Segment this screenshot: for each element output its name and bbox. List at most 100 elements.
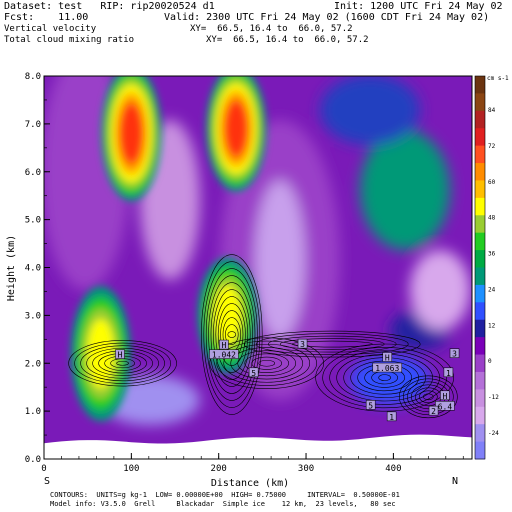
updraft-cores xyxy=(70,76,267,422)
cloud-label: 3 xyxy=(297,338,308,349)
cloud-contour xyxy=(203,261,261,408)
cloud-contour xyxy=(244,353,290,373)
cloud-contour xyxy=(216,340,318,386)
cloud-label-box xyxy=(428,405,439,416)
valid-label: Valid: 2300 UTC Fri 24 May 02 (1600 CDT … xyxy=(164,12,490,23)
cloud-contour xyxy=(267,335,397,353)
xy1-label: XY= 66.5, 16.4 to 66.0, 57.2 xyxy=(190,24,353,34)
cloud-contour xyxy=(251,356,283,370)
cloud-label-text: 3 xyxy=(300,340,305,349)
colorbar-label: 36 xyxy=(488,251,496,258)
updraft-zone xyxy=(320,76,420,145)
cloud-contour xyxy=(279,338,385,350)
y-tick-label: 0.0 xyxy=(25,455,41,465)
x-axis-label: Distance (km) xyxy=(211,478,289,489)
cloud-label-box xyxy=(372,362,403,373)
cloud-contour xyxy=(116,360,129,366)
cloud-contour xyxy=(68,340,177,387)
colorbar-swatch xyxy=(475,302,485,321)
cloud-contour xyxy=(209,337,325,389)
cloud-contour xyxy=(243,330,421,358)
cloud-contour xyxy=(217,303,246,366)
colorbar-label: 60 xyxy=(488,179,496,186)
colorbar-swatch xyxy=(475,232,485,251)
cloud-contour xyxy=(237,350,297,377)
cloud-contour xyxy=(227,331,237,338)
terrain xyxy=(44,434,472,459)
cloud-label: H xyxy=(115,349,125,360)
cloud-label-text: 5 xyxy=(368,401,373,410)
cloud-label-box xyxy=(209,349,239,359)
cloud-label: H xyxy=(219,339,229,350)
cloud-contour xyxy=(223,343,311,383)
colorbar-swatch xyxy=(475,371,485,390)
cloud-label-box xyxy=(382,352,393,362)
field2-label: Total cloud mixing ratio xyxy=(4,35,135,45)
fcst-label: Fcst: 11.00 xyxy=(4,12,89,23)
colorbar-swatch xyxy=(475,250,485,268)
cloud-contour xyxy=(423,393,434,401)
updraft-core xyxy=(197,257,258,374)
cloud-contour xyxy=(225,324,239,345)
cloud-label: 5 xyxy=(248,367,259,378)
y-tick-label: 6.0 xyxy=(25,168,41,178)
x-axis: 0 100 200 300 400 xyxy=(41,453,464,474)
colorbar-swatch xyxy=(475,163,485,181)
colorbar-swatch xyxy=(475,145,485,164)
cloud-label: 6.4 xyxy=(435,401,455,411)
colorbar-swatch xyxy=(475,110,485,129)
cloud-label: 2 xyxy=(428,405,439,416)
updraft-zone xyxy=(360,130,450,250)
cloud-contour xyxy=(403,378,454,416)
colorbar-label: 0 xyxy=(488,358,492,365)
cloud-contour xyxy=(201,254,263,415)
colorbar-swatch xyxy=(475,76,485,94)
colorbar-label: 12 xyxy=(488,322,496,329)
cloud-label: 1.042 xyxy=(209,349,239,360)
cloud-label-box xyxy=(440,390,450,401)
updraft-core xyxy=(70,286,131,422)
y-axis: 0.0 1.0 2.0 3.0 4.0 5.0 6.0 7.0 8.0 xyxy=(25,72,50,465)
colorbar-swatch xyxy=(475,267,485,286)
updraft-core xyxy=(101,76,162,201)
y-axis-label: Height (km) xyxy=(6,235,17,301)
colorbar-label: 24 xyxy=(488,286,496,293)
colorbar-swatch xyxy=(475,354,485,373)
cloud-label: 5 xyxy=(365,400,376,410)
colorbar-swatch xyxy=(475,128,485,147)
updraft-ring xyxy=(87,319,115,389)
colorbar-swatch xyxy=(475,406,485,425)
cloud-contour xyxy=(230,347,304,380)
cloud-contour xyxy=(322,347,447,409)
y-tick-label: 3.0 xyxy=(25,311,41,321)
cloud-label-box xyxy=(443,367,454,378)
cloud-label: 3 xyxy=(449,348,460,359)
cloud-contours xyxy=(68,254,458,419)
field1-label: Vertical velocity xyxy=(4,24,97,34)
updraft-ring xyxy=(225,100,248,157)
x-end-left: S xyxy=(44,476,50,487)
colorbar-frame xyxy=(474,75,486,460)
colorbar-swatch xyxy=(475,389,485,408)
cloud-label-text: 1 xyxy=(446,369,451,378)
cloud-label: 1 xyxy=(443,367,454,378)
updraft-core xyxy=(206,76,267,192)
x-tick-label: 200 xyxy=(211,464,227,474)
colorbar-swatch xyxy=(475,284,485,303)
model-info: Model info: V3.5.0 Grell Blackadar Simpl… xyxy=(50,500,396,508)
cloud-label: 1 xyxy=(386,411,397,422)
cloud-label-box xyxy=(449,348,460,358)
downdraft-zone xyxy=(410,250,470,330)
y-tick-label: 4.0 xyxy=(25,264,41,274)
cloud-label: 1.063 xyxy=(372,362,403,373)
cloud-contour xyxy=(86,347,159,379)
cloud-contour xyxy=(315,343,454,412)
colorbar-label: -24 xyxy=(488,430,499,437)
cloud-label-text: 3 xyxy=(452,350,457,359)
cloud-label-text: H xyxy=(222,341,227,350)
xy2-label: XY= 66.5, 16.4 to 66.0, 57.2 xyxy=(206,35,369,45)
cloud-label-text: 6.4 xyxy=(438,402,453,411)
